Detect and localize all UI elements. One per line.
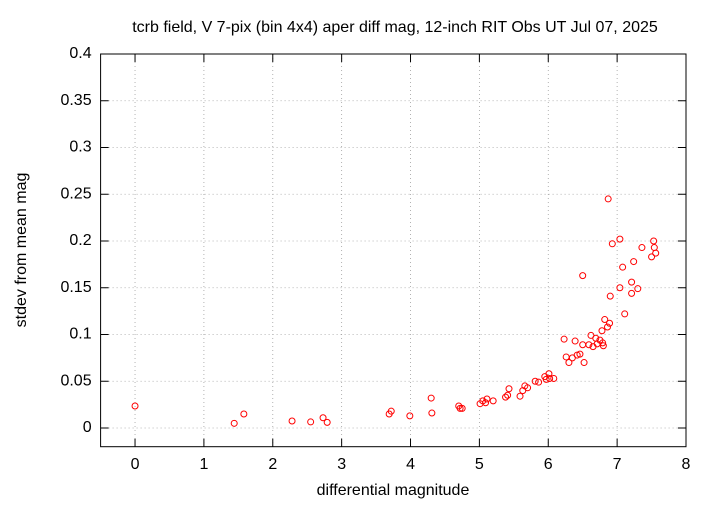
data-point bbox=[504, 391, 512, 399]
data-point bbox=[516, 392, 524, 400]
data-point bbox=[604, 195, 612, 203]
y-tick-label: 0.25 bbox=[60, 185, 91, 202]
y-tick-label: 0.3 bbox=[69, 139, 91, 156]
data-point bbox=[648, 253, 656, 261]
data-point bbox=[458, 404, 466, 412]
data-point bbox=[585, 341, 593, 349]
data-point bbox=[598, 327, 606, 335]
data-point bbox=[428, 409, 436, 417]
data-point bbox=[387, 407, 395, 415]
data-point bbox=[427, 394, 435, 402]
data-point bbox=[546, 374, 554, 382]
data-point bbox=[601, 316, 609, 324]
data-point bbox=[619, 263, 627, 271]
x-axis-label: differential magnitude bbox=[317, 482, 470, 499]
data-point bbox=[606, 292, 614, 300]
data-point bbox=[406, 412, 414, 420]
data-point bbox=[634, 285, 642, 293]
plot-frame bbox=[100, 53, 687, 448]
data-point bbox=[307, 418, 315, 426]
x-tick-label: 5 bbox=[475, 456, 484, 473]
data-point bbox=[230, 419, 238, 427]
y-tick-label: 0.4 bbox=[69, 45, 91, 62]
data-point bbox=[550, 374, 558, 382]
data-point bbox=[482, 399, 490, 407]
data-point bbox=[603, 323, 611, 331]
data-point bbox=[571, 337, 579, 345]
x-tick-label: 1 bbox=[199, 456, 208, 473]
data-point bbox=[483, 395, 491, 403]
data-point bbox=[628, 278, 636, 286]
y-tick-label: 0.15 bbox=[60, 279, 91, 296]
x-tick-label: 3 bbox=[337, 456, 346, 473]
data-point bbox=[630, 258, 638, 266]
data-point bbox=[580, 359, 588, 367]
data-point bbox=[616, 284, 624, 292]
data-point bbox=[652, 249, 660, 257]
data-point bbox=[505, 385, 513, 393]
data-point bbox=[535, 378, 543, 386]
x-tick-label: 6 bbox=[544, 456, 553, 473]
data-point bbox=[240, 410, 248, 418]
data-point bbox=[576, 350, 584, 358]
x-tick-label: 8 bbox=[682, 456, 691, 473]
data-point bbox=[608, 240, 616, 248]
y-tick-label: 0.2 bbox=[69, 232, 91, 249]
data-point bbox=[579, 341, 587, 349]
data-point bbox=[628, 289, 636, 297]
data-point bbox=[323, 418, 331, 426]
data-point bbox=[565, 359, 573, 367]
data-point bbox=[562, 353, 570, 361]
data-point bbox=[502, 393, 510, 401]
data-point bbox=[638, 244, 646, 252]
data-point bbox=[319, 414, 327, 422]
data-point bbox=[606, 319, 614, 327]
data-point bbox=[131, 402, 139, 410]
x-tick-label: 4 bbox=[406, 456, 415, 473]
data-point bbox=[545, 370, 553, 378]
data-point bbox=[650, 237, 658, 245]
y-tick-label: 0.05 bbox=[60, 372, 91, 389]
data-point bbox=[616, 235, 624, 243]
data-point bbox=[560, 335, 568, 343]
x-tick-label: 7 bbox=[613, 456, 622, 473]
data-point bbox=[489, 397, 497, 405]
data-point bbox=[621, 310, 629, 318]
data-point bbox=[524, 384, 532, 392]
data-point bbox=[531, 377, 539, 385]
chart-title: tcrb field, V 7-pix (bin 4x4) aper diff … bbox=[132, 19, 658, 36]
y-axis-label: stdev from mean mag bbox=[13, 173, 30, 328]
data-point bbox=[288, 417, 296, 425]
data-point bbox=[542, 375, 550, 383]
x-tick-label: 0 bbox=[131, 456, 140, 473]
y-tick-label: 0.35 bbox=[60, 92, 91, 109]
data-point bbox=[579, 272, 587, 280]
y-tick-label: 0.1 bbox=[69, 326, 91, 343]
data-point bbox=[599, 339, 607, 347]
data-point bbox=[456, 404, 464, 412]
data-point bbox=[650, 244, 658, 252]
y-tick-label: 0 bbox=[83, 419, 92, 436]
x-tick-label: 2 bbox=[268, 456, 277, 473]
data-point bbox=[599, 342, 607, 350]
